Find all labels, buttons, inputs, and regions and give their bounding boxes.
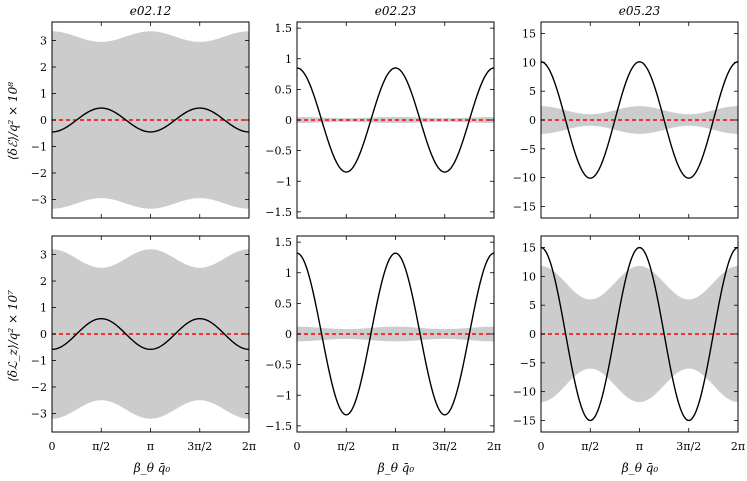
x-tick-label: 0 — [294, 440, 301, 453]
y-tick-label: 10 — [522, 56, 536, 69]
y-tick-label: 5 — [529, 299, 536, 312]
x-tick-label: 3π/2 — [187, 440, 212, 453]
y-tick-label: −10 — [513, 386, 536, 399]
y-tick-label: 2 — [40, 61, 47, 74]
y-tick-label: −5 — [520, 143, 536, 156]
x-tick-label: 2π — [731, 440, 745, 453]
y-tick-label: 0 — [529, 114, 536, 127]
y-tick-label: −1 — [276, 175, 292, 188]
y-tick-label: 3 — [40, 249, 47, 262]
x-tick-label: π — [147, 440, 154, 453]
y-tick-label: −1 — [31, 354, 47, 367]
y-tick-label: −10 — [513, 172, 536, 185]
y-tick-label: −1.5 — [265, 206, 292, 219]
data-curve — [541, 61, 738, 179]
y-tick-label: −1 — [276, 389, 292, 402]
y-tick-label: 15 — [522, 28, 536, 41]
y-tick-label: 15 — [522, 242, 536, 255]
y-tick-label: −0.5 — [265, 145, 292, 158]
y-tick-label: 1 — [40, 88, 47, 101]
panel-4: −3 −2 −1 0 1 2 3 0 π/2 π 3π/2 2π — [31, 235, 256, 453]
x-tick-label: π/2 — [581, 440, 599, 453]
y-tick-label: −1 — [31, 140, 47, 153]
panel-6: −15 −10 −5 0 5 10 15 0 π/2 π 3π/2 2π — [513, 235, 745, 453]
panel-3: −15 −10 −5 0 5 10 15 e05.23 — [513, 4, 739, 219]
x-tick-label: 3π/2 — [432, 440, 457, 453]
data-curve — [52, 317, 249, 351]
y-tick-label: 0 — [40, 328, 47, 341]
data-curve — [297, 252, 494, 416]
y-tick-label: −15 — [513, 414, 536, 427]
x-axis-label-col3: β_θ q̄₀ — [621, 461, 659, 475]
y-tick-label: −2 — [31, 381, 47, 394]
y-tick-label: 5 — [529, 85, 536, 98]
y-tick-label: −3 — [31, 193, 47, 206]
y-tick-label: 2 — [40, 275, 47, 288]
y-tick-label: −0.5 — [265, 359, 292, 372]
panel-title: e02.12 — [130, 4, 171, 18]
y-tick-label: 3 — [40, 35, 47, 48]
y-tick-label: 10 — [522, 270, 536, 283]
y-tick-label: 1.5 — [275, 22, 293, 35]
panel-5: −1.5 −1 −0.5 0 0.5 1 1.5 0 π/2 π 3π/2 2π — [265, 235, 501, 453]
y-tick-label: 1 — [285, 53, 292, 66]
y-axis-label-bottom: ⟨δℒ_z⟩/q² × 10⁷ — [6, 290, 20, 382]
x-axis-label-col2: β_θ q̄₀ — [377, 461, 415, 475]
y-axis-label-top: ⟨δℰ⟩/q² × 10⁸ — [6, 82, 20, 160]
y-tick-label: −3 — [31, 407, 47, 420]
x-tick-label: 0 — [538, 440, 545, 453]
x-tick-label: π/2 — [92, 440, 110, 453]
y-tick-label: 0 — [40, 114, 47, 127]
y-tick-label: −1.5 — [265, 420, 292, 433]
x-tick-label: 3π/2 — [676, 440, 701, 453]
panel-2: −1.5 −1 −0.5 0 0.5 1 1.5 e02.23 — [265, 4, 495, 219]
data-curve — [52, 107, 249, 133]
y-tick-label: 0 — [529, 328, 536, 341]
y-tick-label: −5 — [520, 357, 536, 370]
x-tick-label: 2π — [487, 440, 501, 453]
data-curve — [541, 246, 738, 422]
y-tick-label: 0.5 — [275, 83, 293, 96]
data-curve — [297, 67, 494, 173]
x-tick-label: 2π — [242, 440, 256, 453]
panel-1: −3 −2 −1 0 1 2 3 e02.12 — [31, 4, 250, 219]
x-tick-label: π — [636, 440, 643, 453]
y-tick-label: 1 — [285, 267, 292, 280]
y-tick-label: 0 — [285, 328, 292, 341]
y-tick-label: 1.5 — [275, 236, 293, 249]
y-tick-label: −15 — [513, 200, 536, 213]
panel-title: e02.23 — [375, 4, 417, 18]
x-tick-label: 0 — [49, 440, 56, 453]
y-tick-label: −2 — [31, 167, 47, 180]
y-tick-label: 0.5 — [275, 297, 293, 310]
x-tick-label: π/2 — [337, 440, 355, 453]
panels: −3−2−10123e02.12−1.5−1−0.500.511.5e02.23… — [31, 4, 745, 453]
y-tick-label: 0 — [285, 114, 292, 127]
y-tick-label: 1 — [40, 302, 47, 315]
x-tick-label: π — [392, 440, 399, 453]
x-axis-label-col1: β_θ q̄₀ — [133, 461, 171, 475]
panel-title: e05.23 — [619, 4, 661, 18]
